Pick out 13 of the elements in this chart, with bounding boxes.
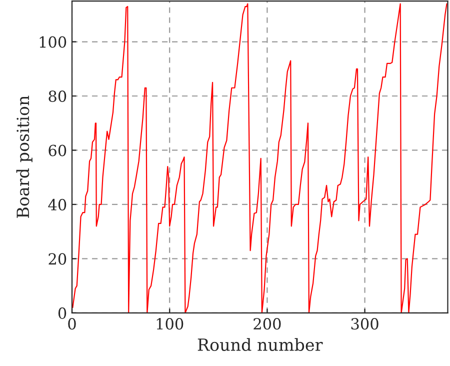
x-tick-label: 200 bbox=[254, 318, 281, 330]
y-tick-label: 0 bbox=[58, 307, 66, 319]
y-tick-label: 60 bbox=[48, 144, 66, 156]
y-axis-title: Board position bbox=[16, 96, 32, 218]
y-tick-label: 80 bbox=[48, 90, 66, 102]
line-series bbox=[72, 3, 448, 313]
x-tick-label: 0 bbox=[68, 318, 76, 330]
x-tick-label: 100 bbox=[156, 318, 184, 330]
x-tick-label: 300 bbox=[351, 318, 378, 330]
x-axis-title: Round number bbox=[198, 338, 323, 352]
y-tick-label: 20 bbox=[48, 253, 66, 265]
y-tick-label: 40 bbox=[48, 198, 66, 210]
y-tick-label: 100 bbox=[40, 36, 66, 48]
